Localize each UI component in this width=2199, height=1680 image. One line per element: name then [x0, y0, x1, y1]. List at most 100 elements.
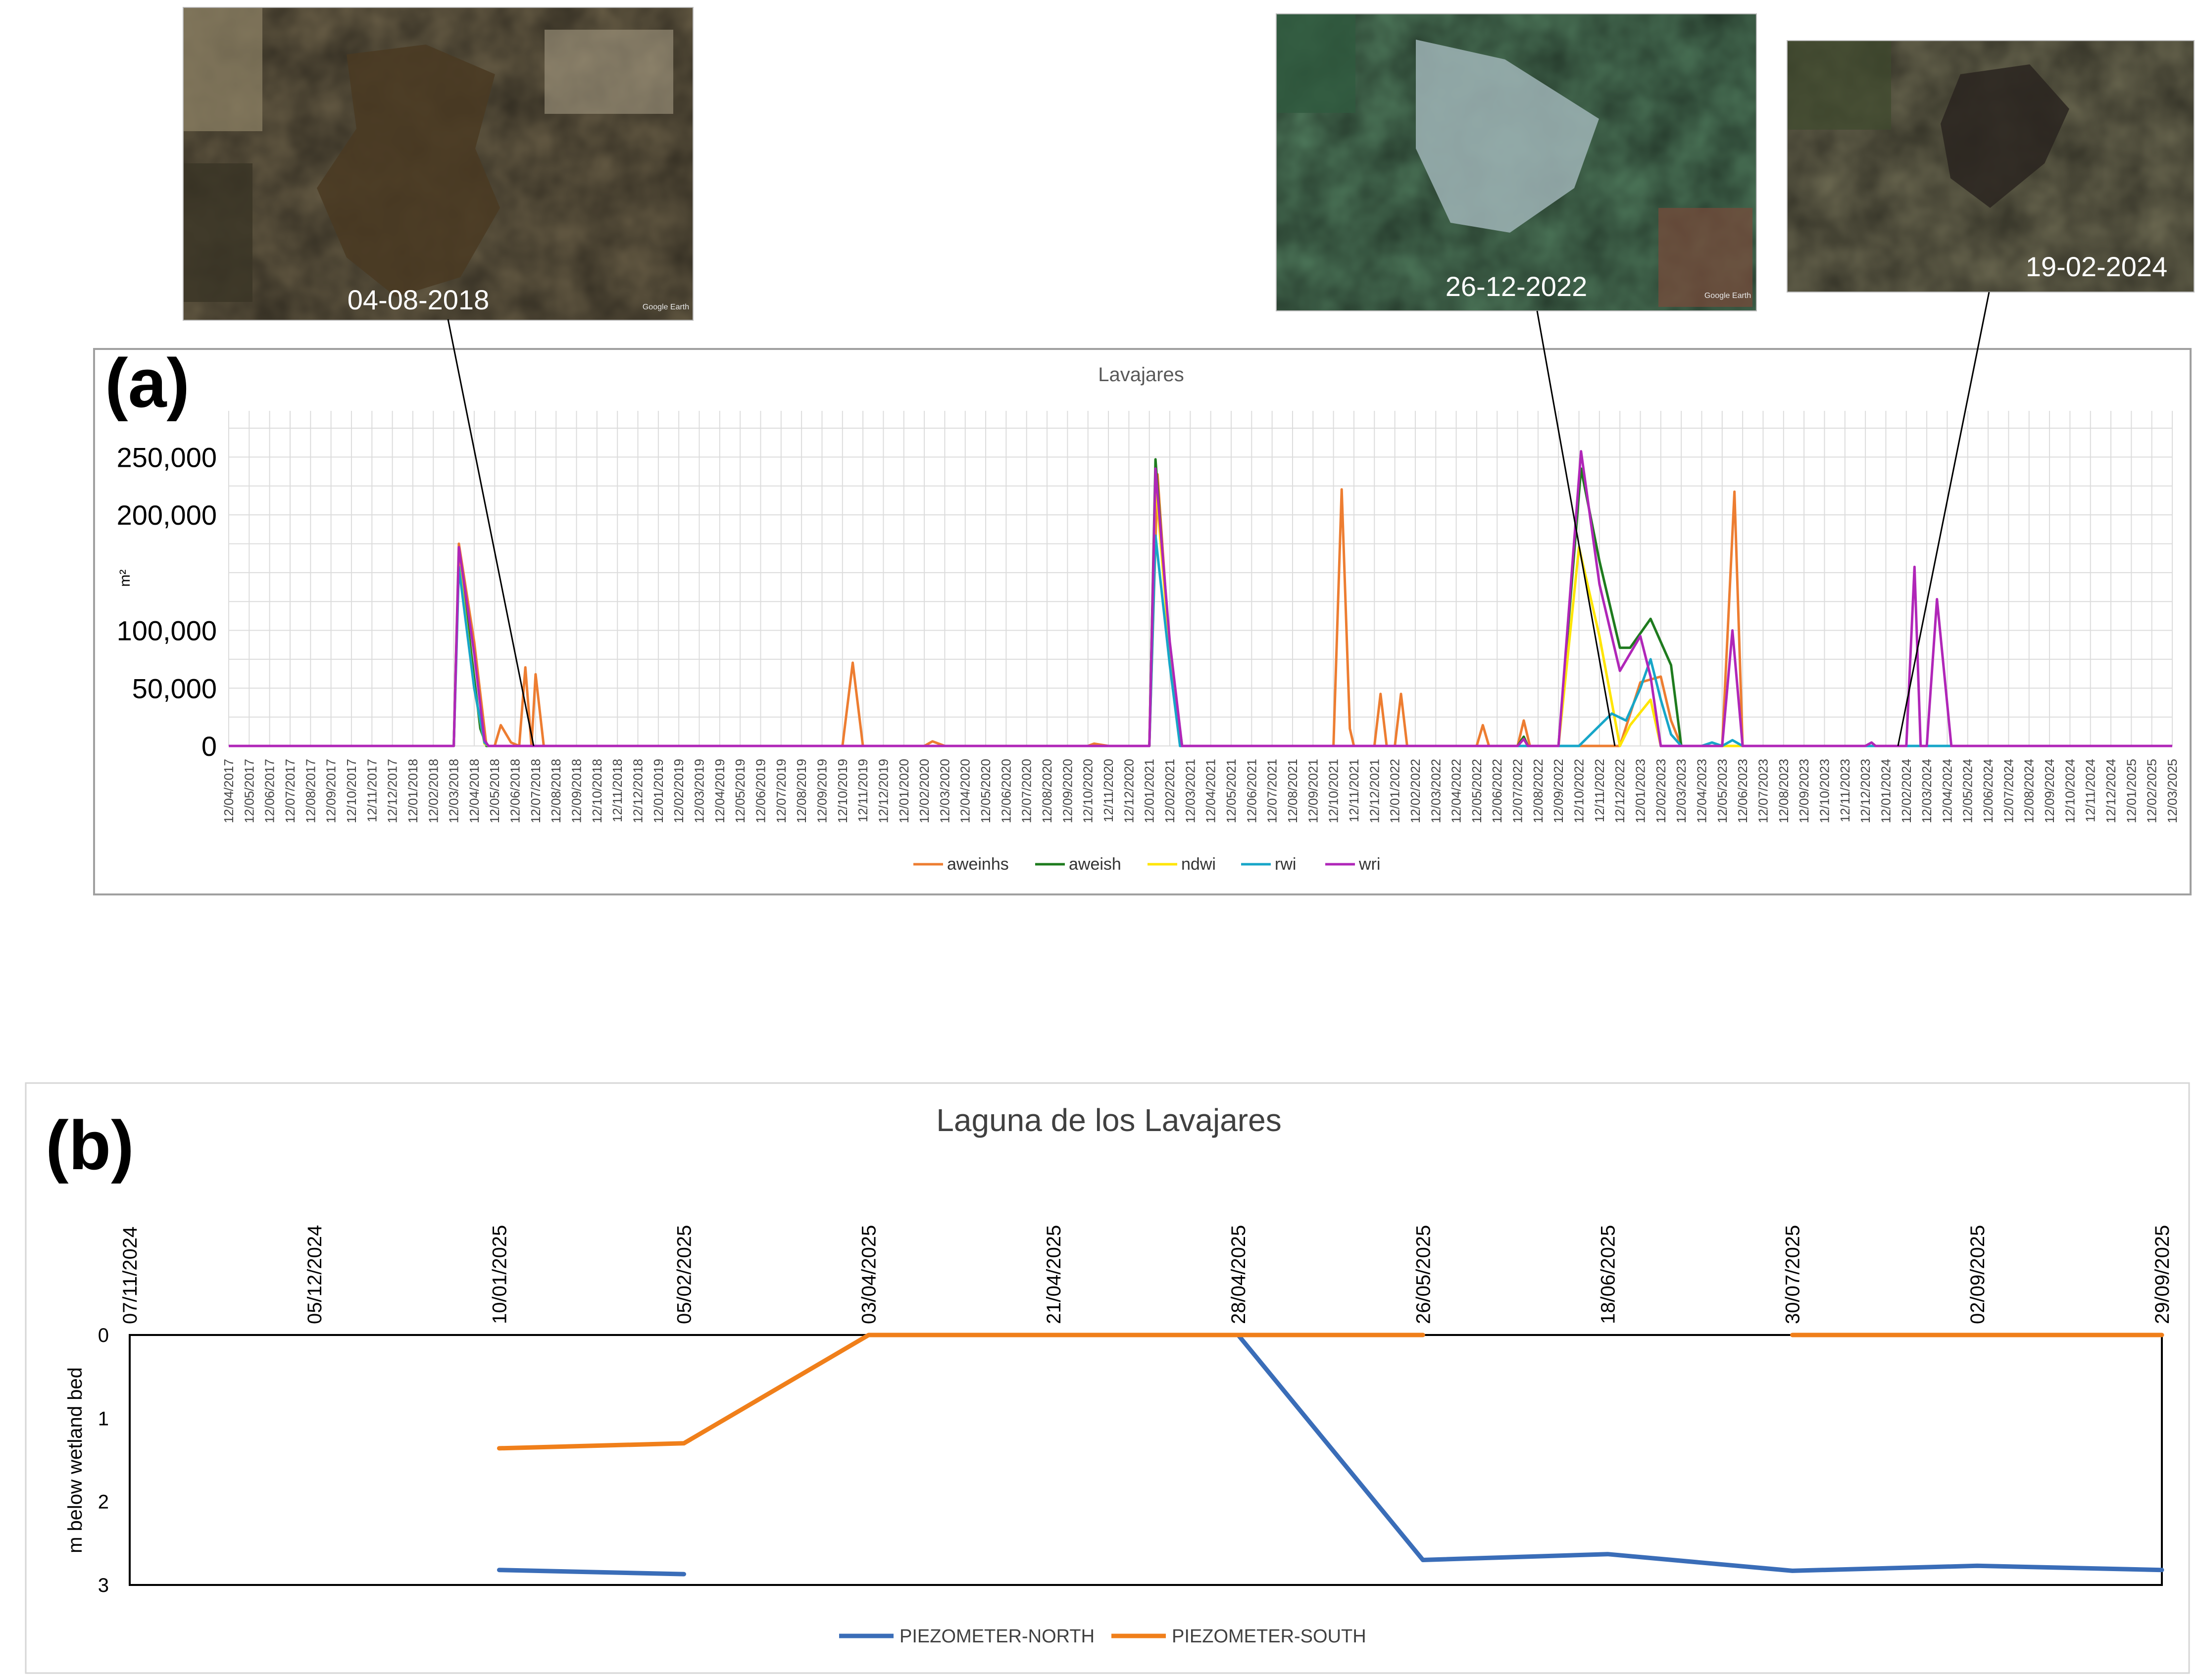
photo-2-attribution: Google Earth: [1704, 292, 1751, 300]
photo-3-lagoon: [1941, 64, 2069, 208]
x-tick-label: 12/12/2018: [631, 759, 646, 823]
x-tick-label: 12/06/2023: [1735, 759, 1750, 823]
x-tick-label: 12/03/2024: [1919, 759, 1934, 823]
photo-1-attribution: Google Earth: [643, 303, 689, 311]
x-tick-label: 12/04/2017: [221, 759, 236, 823]
x-tick-label: 12/04/2019: [712, 759, 727, 823]
x-tick-label: 12/08/2023: [1776, 759, 1791, 823]
x-tick-label: 12/03/2019: [692, 759, 707, 823]
x-tick-label: 12/05/2018: [487, 759, 502, 823]
x-tick-label: 12/10/2017: [344, 759, 359, 823]
x-tick-label: 12/06/2017: [262, 759, 277, 823]
x-tick-label: 12/07/2024: [2001, 759, 2016, 823]
x-tick-label: 12/10/2020: [1081, 759, 1096, 823]
x-tick-label: 12/05/2022: [1469, 759, 1484, 823]
y-tick-label: 100,000: [117, 615, 217, 646]
x-tick-label: 12/04/2018: [467, 759, 482, 823]
x-tick-label: 12/09/2024: [2042, 759, 2057, 823]
series-line-wri: [229, 450, 2172, 747]
x-tick-label: 12/01/2025: [2124, 759, 2139, 823]
legend-label-aweinhs: aweinhs: [947, 855, 1009, 874]
x-tick-label: 12/10/2021: [1326, 759, 1341, 823]
x-tick-label: 12/01/2018: [405, 759, 420, 823]
x-tick-label: 12/02/2021: [1162, 759, 1177, 823]
panel-b-y-axis-label: m below wetland bed: [64, 1367, 86, 1553]
panel-a-frame: [93, 348, 2192, 895]
x-tick-label: 12/03/2020: [937, 759, 952, 823]
x-tick-label: 12/08/2022: [1531, 759, 1546, 823]
panel-b-y-tick-labels: 0 1 2 3: [98, 1325, 109, 1596]
panel-a-y-axis-label: m²: [117, 570, 133, 587]
x-tick-label: 12/11/2023: [1838, 759, 1852, 822]
legend-label-ndwi: ndwi: [1181, 855, 1216, 874]
x-tick-label: 12/07/2021: [1265, 759, 1280, 823]
x-tick-label: 12/08/2024: [2022, 759, 2037, 823]
x-tick-label: 12/05/2019: [733, 759, 748, 823]
x-tick-label: 10/01/2025: [489, 1225, 510, 1324]
x-tick-label: 07/11/2024: [119, 1227, 141, 1324]
x-tick-label: 12/02/2020: [917, 759, 932, 823]
x-tick-label: 12/05/2023: [1715, 759, 1730, 823]
panel-a-title: Lavajares: [1098, 364, 1184, 386]
x-tick-label: 28/04/2025: [1228, 1225, 1249, 1324]
x-tick-label: 12/11/2019: [855, 759, 870, 822]
x-tick-label: 12/10/2018: [590, 759, 604, 823]
series-line-PIEZOMETER-NORTH: [497, 1333, 2164, 1577]
x-tick-label: 12/10/2022: [1572, 759, 1587, 823]
x-tick-label: 12/03/2018: [447, 759, 461, 823]
photo-1-date-label: 04-08-2018: [348, 284, 489, 315]
x-tick-label: 12/09/2021: [1305, 759, 1320, 823]
x-tick-label: 12/09/2018: [569, 759, 584, 823]
panel-b-legend: PIEZOMETER-NORTH PIEZOMETER-SOUTH: [839, 1626, 1366, 1647]
x-tick-label: 05/12/2024: [304, 1225, 326, 1324]
y-tick-label: 250,000: [117, 442, 217, 473]
satellite-photo-2: 26-12-2022 Google Earth: [1276, 13, 1757, 311]
panel-b-title: Laguna de los Lavajares: [936, 1102, 1281, 1138]
panel-a-y-tick-labels: 0 50,000 100,000 200,000 250,000: [117, 442, 217, 762]
x-tick-label: 12/03/2025: [2165, 759, 2180, 823]
x-tick-label: 12/05/2024: [1960, 759, 1975, 823]
photo-3-date-label: 19-02-2024: [2026, 251, 2167, 282]
x-tick-label: 12/07/2020: [1019, 759, 1034, 823]
x-tick-label: 12/08/2021: [1285, 759, 1300, 823]
x-tick-label: 12/06/2021: [1244, 759, 1259, 823]
x-tick-label: 12/05/2021: [1224, 759, 1239, 823]
panel-b-x-tick-labels: 07/11/2024 05/12/2024 10/01/2025 05/02/2025…: [119, 1225, 2173, 1324]
x-tick-label: 12/04/2022: [1449, 759, 1464, 823]
x-tick-label: 12/08/2020: [1040, 759, 1054, 823]
y-tick-label: 3: [98, 1575, 109, 1596]
x-tick-label: 12/01/2022: [1388, 759, 1402, 823]
x-tick-label: 12/02/2024: [1899, 759, 1914, 823]
x-tick-label: 12/06/2018: [508, 759, 523, 823]
x-tick-label: 12/02/2023: [1653, 759, 1668, 823]
x-tick-label: 12/05/2020: [978, 759, 993, 823]
x-tick-label: 12/03/2022: [1428, 759, 1443, 823]
photo-1-field-b: [545, 30, 673, 114]
x-tick-label: 12/04/2020: [958, 759, 973, 823]
callout-line-1: [447, 319, 535, 746]
callout-lines: [447, 292, 1990, 746]
x-tick-label: 12/09/2019: [814, 759, 829, 823]
x-tick-label: 12/07/2018: [528, 759, 543, 823]
photo-1-field-c: [183, 163, 252, 302]
photo-2-lagoon: [1416, 40, 1599, 233]
photo-1-lagoon: [317, 45, 500, 297]
x-tick-label: 12/12/2024: [2103, 759, 2118, 823]
y-tick-label: 0: [201, 731, 217, 762]
x-tick-label: 21/04/2025: [1043, 1225, 1065, 1324]
panel-a-series: [229, 450, 2172, 747]
x-tick-label: 12/10/2023: [1817, 759, 1832, 823]
x-tick-label: 12/10/2019: [835, 759, 850, 823]
x-tick-label: 12/01/2021: [1142, 759, 1157, 823]
x-tick-label: 12/12/2023: [1858, 759, 1873, 823]
y-tick-label: 2: [98, 1491, 109, 1513]
x-tick-label: 12/04/2021: [1203, 759, 1218, 823]
x-tick-label: 12/06/2019: [753, 759, 768, 823]
x-tick-label: 12/07/2023: [1755, 759, 1770, 823]
legend-label-wri: wri: [1358, 855, 1380, 874]
callout-line-2: [1536, 310, 1616, 746]
x-tick-label: 05/02/2025: [674, 1225, 696, 1324]
x-tick-label: 12/12/2019: [876, 759, 891, 823]
x-tick-label: 26/05/2025: [1412, 1225, 1434, 1324]
